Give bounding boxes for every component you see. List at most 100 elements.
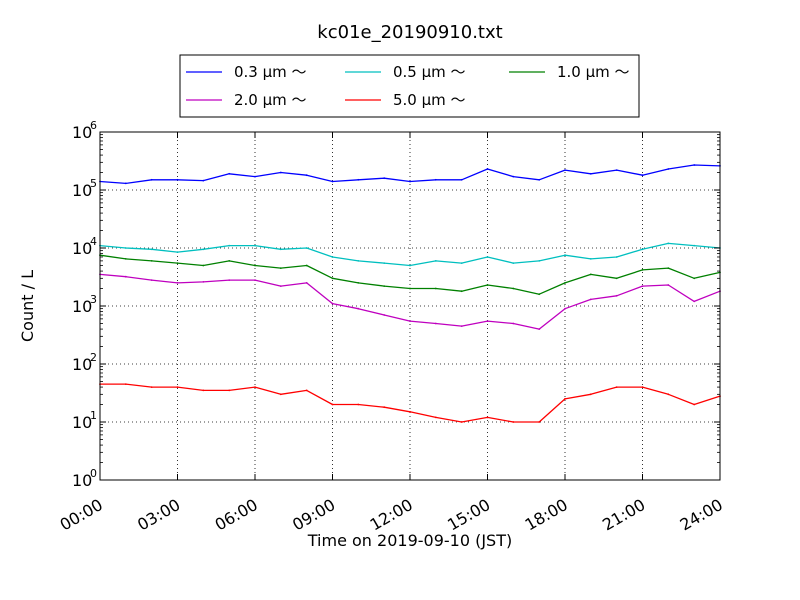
data-point [305,174,308,177]
chart-title: kc01e_20190910.txt [317,22,502,43]
data-point [512,175,515,178]
data-point [202,264,205,267]
data-point [150,248,153,251]
data-point [357,282,360,284]
data-point [383,177,386,180]
y-tick-exponent: 3 [90,293,97,306]
data-point [331,302,334,305]
data-point [124,383,127,385]
data-point [409,264,411,267]
data-point [254,175,256,178]
data-point [176,178,179,181]
data-point [615,256,618,258]
data-point [383,285,386,287]
data-point [202,281,205,283]
data-point [460,290,463,293]
data-point [564,307,566,310]
data-point [176,386,179,388]
data-point [202,389,205,392]
data-point [202,179,205,182]
data-point [486,168,489,170]
data-point [331,277,334,280]
data-point [486,320,489,322]
data-point [279,248,282,251]
data-point [434,178,437,181]
data-point [512,287,515,290]
y-tick-label: 10 [72,471,92,490]
data-point [538,178,541,181]
data-point [641,174,644,177]
data-point [254,386,256,388]
data-point [693,164,696,166]
data-point [512,421,515,423]
x-axis-label: Time on 2019-09-10 (JST) [307,531,512,550]
y-tick-exponent: 2 [90,351,97,364]
data-point [460,178,463,181]
data-point [228,260,231,262]
data-point [589,393,592,396]
y-tick-exponent: 0 [90,467,97,480]
data-point [434,416,437,419]
data-point [564,282,566,284]
data-point [486,284,489,286]
data-point [538,421,541,423]
data-point [409,180,411,183]
legend: 0.3 μm ～ 0.5 μm ～ 1.0 μm ～ 2.0 μm ～ 5.0 μm ～ [179,54,640,118]
data-point [615,294,618,297]
grid-lines [100,132,720,480]
data-point [409,320,411,322]
data-point [538,260,541,262]
y-tick-label: 10 [72,355,92,374]
y-tick-label: 10 [72,297,92,316]
data-point [357,260,360,262]
legend-label: 2.0 μm ～ [234,91,307,109]
y-tick-label: 10 [72,123,92,142]
data-point [357,403,360,406]
data-point [279,285,282,287]
data-point [176,282,179,284]
data-point [228,389,231,392]
legend-label: 5.0 μm ～ [393,91,466,109]
data-point [124,247,127,249]
data-point [693,277,696,280]
y-tick-exponent: 5 [90,177,97,190]
data-point [615,277,618,280]
data-point [409,287,411,290]
data-point [228,172,231,175]
data-point [434,260,437,262]
data-point [434,287,437,290]
data-point [693,300,696,303]
y-tick-label: 10 [72,239,92,258]
data-point [176,251,179,254]
data-point [254,264,256,267]
data-point [176,262,179,264]
data-point [486,416,489,419]
data-point [254,244,256,247]
data-point [124,275,127,278]
data-point [305,389,308,392]
data-point [305,247,308,249]
data-point [564,398,566,400]
data-point [512,262,515,264]
data-point [357,307,360,310]
y-tick-label: 10 [72,413,92,432]
data-point [383,314,386,316]
data-point [305,282,308,284]
data-point [434,322,437,325]
legend-label: 1.0 μm ～ [557,63,630,81]
data-point [331,403,334,406]
data-point [150,386,153,388]
data-point [150,260,153,262]
data-point [693,403,696,406]
data-point [150,178,153,181]
data-point [615,386,618,388]
data-point [641,269,644,271]
data-point [383,262,386,264]
data-point [667,267,670,269]
data-point [486,256,489,258]
y-tick-exponent: 1 [90,409,97,422]
data-point [331,180,334,183]
data-point [460,262,463,264]
data-point [667,284,670,286]
